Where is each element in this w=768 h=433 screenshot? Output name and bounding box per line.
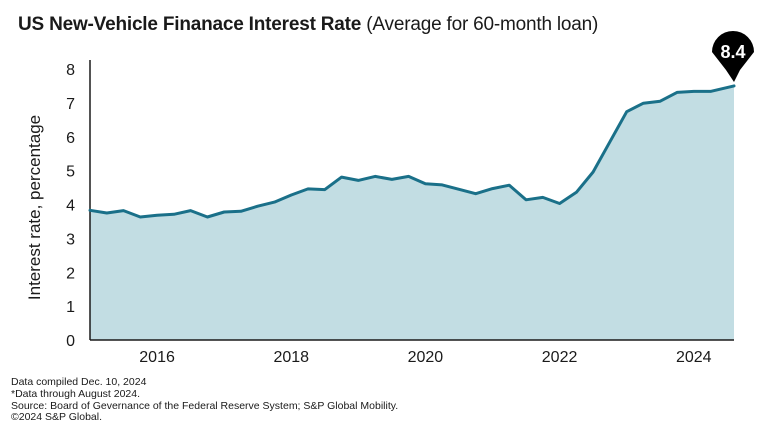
x-tick-label: 2022 [542,349,578,366]
x-tick-label: 2016 [139,349,175,366]
chart-title-sub: (Average for 60-month loan) [366,14,599,35]
y-tick-label: 6 [66,130,75,147]
chart: 0 1 2 3 4 5 6 7 8 2016 2018 2020 2022 2024 Interest … [25,30,754,366]
x-axis-ticks: 2016 2018 2020 2022 2024 [139,349,711,366]
note-data-through: *Data through August 2024. [11,387,141,400]
callout-bubble [712,30,754,82]
footnotes: Data compiled Dec. 10, 2024 *Data throug… [11,376,399,424]
series-line [88,84,736,219]
note-copyright: ©2024 S&P Global. [11,411,103,424]
area-fill [90,85,734,341]
callout-marker: 8.4 [712,30,754,82]
y-tick-label: 0 [66,333,75,350]
x-tick-label: 2020 [408,349,444,366]
y-tick-label: 2 [66,265,75,282]
y-tick-label: 7 [66,96,75,113]
x-tick-label: 2018 [273,349,309,366]
y-axis-title: Interest rate, percentage [25,115,44,300]
y-tick-label: 5 [66,164,75,181]
y-tick-label: 4 [66,198,75,215]
y-axis-ticks: 0 1 2 3 4 5 6 7 8 [66,62,75,350]
y-tick-label: 3 [66,231,75,248]
y-tick-label: 1 [66,299,75,316]
x-tick-label: 2024 [676,349,712,366]
y-tick-label: 8 [66,62,75,79]
chart-title: US New-Vehicle Finanace Interest Rate (A… [18,14,598,36]
callout-label: 8.4 [720,42,745,62]
chart-title-main: US New-Vehicle Finanace Interest Rate [18,14,362,35]
note-source: Source: Board of Gevernance of the Feder… [11,399,399,412]
note-compiled: Data compiled Dec. 10, 2024 [11,376,147,388]
